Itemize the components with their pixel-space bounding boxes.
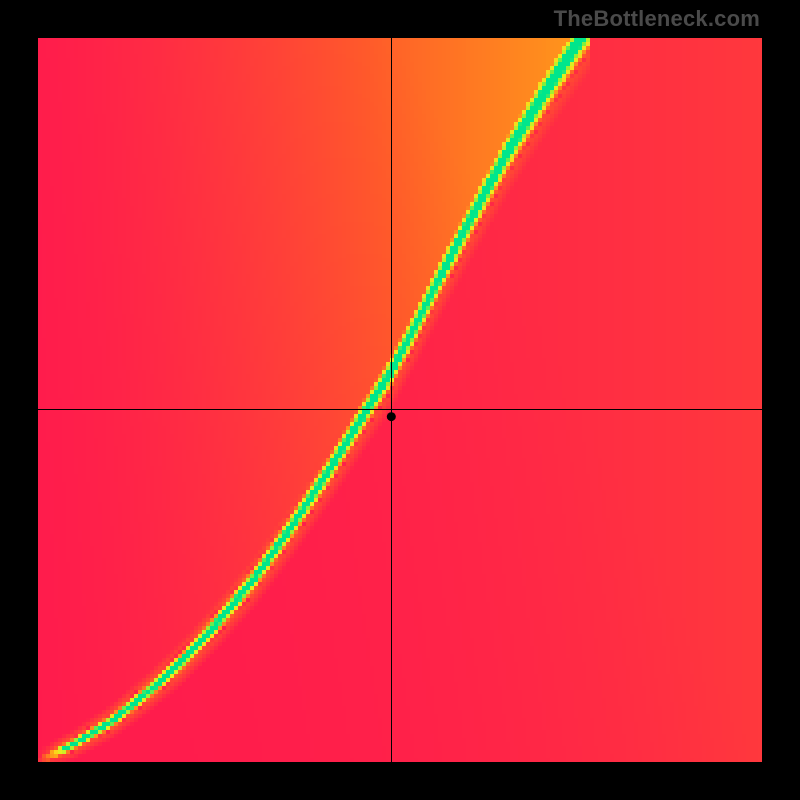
crosshair-overlay (38, 38, 762, 762)
watermark-text: TheBottleneck.com (554, 6, 760, 32)
heatmap-plot (38, 38, 762, 762)
chart-container: TheBottleneck.com (0, 0, 800, 800)
